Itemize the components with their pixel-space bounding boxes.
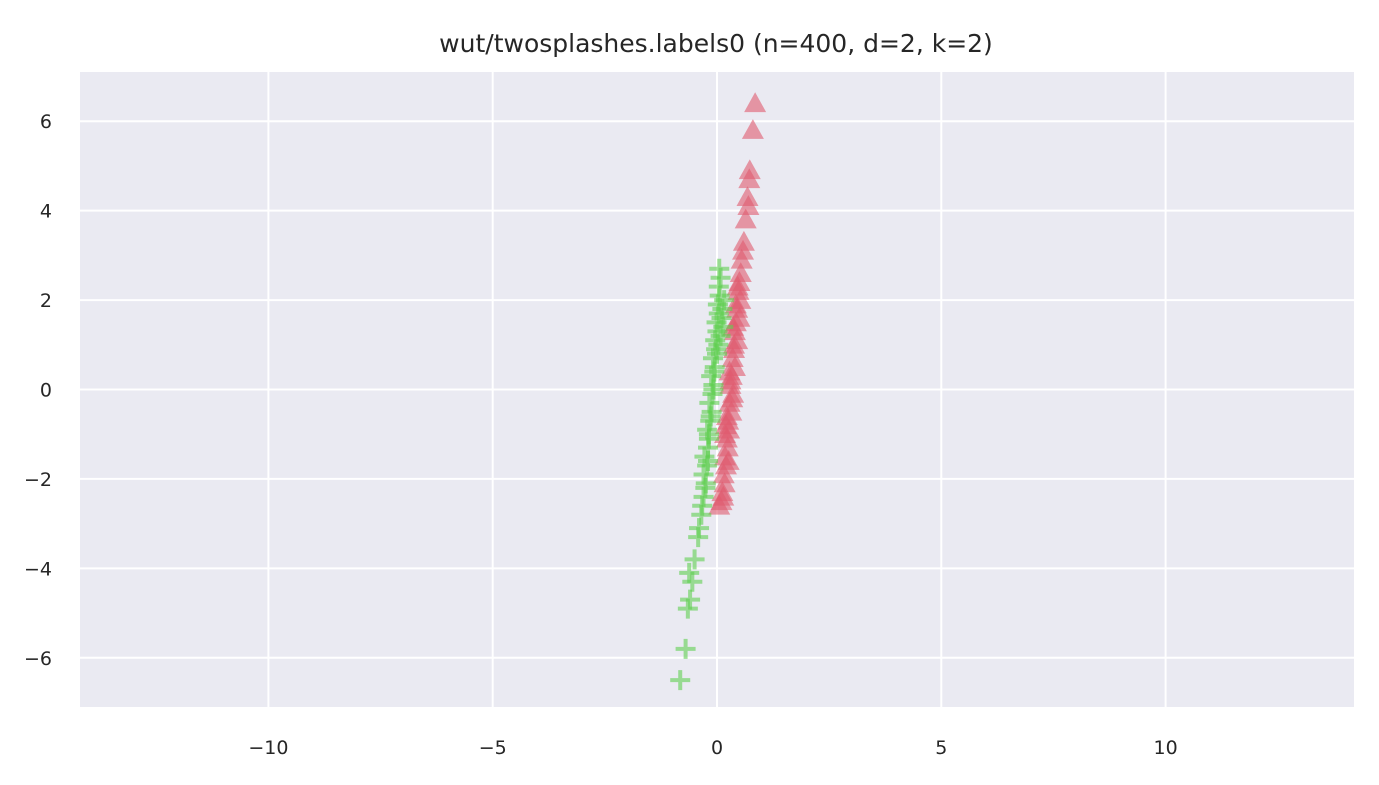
plus-point: [682, 571, 703, 592]
x-tick-label: −10: [248, 737, 288, 759]
y-tick-label: −2: [24, 469, 52, 491]
triangle-point: [721, 387, 744, 408]
triangle-point: [732, 239, 755, 260]
triangle-point: [734, 208, 757, 229]
x-tick-label: 5: [935, 737, 947, 759]
plus-point: [709, 258, 730, 279]
x-tick-label: 10: [1153, 737, 1177, 759]
triangle-point: [715, 405, 738, 426]
plus-point: [698, 424, 719, 445]
triangle-point: [712, 485, 735, 506]
triangle-point: [741, 119, 764, 139]
plus-point: [703, 379, 724, 400]
triangle-point: [723, 333, 746, 354]
plus-point: [680, 589, 701, 610]
plus-point: [704, 361, 725, 382]
plus-point: [684, 549, 705, 570]
y-tick-label: −4: [24, 558, 52, 580]
triangle-point: [726, 275, 749, 296]
triangle-point: [712, 463, 735, 484]
chart-title: wut/twosplashes.labels0 (n=400, d=2, k=2…: [439, 29, 993, 58]
plus-point: [670, 670, 691, 691]
triangle-point: [744, 92, 767, 113]
x-tick-label: 0: [711, 737, 723, 759]
triangle-point: [718, 360, 741, 381]
x-tick-label: −5: [479, 737, 507, 759]
plus-point: [708, 334, 729, 355]
y-axis: −6 −4 −2 0 2 4 6: [24, 111, 52, 670]
plus-point: [698, 451, 719, 472]
triangle-point: [717, 450, 740, 470]
y-tick-label: 6: [40, 111, 52, 133]
x-axis: −10 −5 0 5 10: [248, 737, 1177, 759]
plus-point: [695, 477, 716, 498]
plus-point: [689, 518, 710, 539]
data-points: [670, 92, 767, 691]
triangle-point: [732, 230, 755, 251]
y-tick-label: 2: [40, 290, 52, 312]
plus-point: [694, 446, 715, 467]
triangle-point: [714, 414, 737, 435]
plus-point: [710, 325, 731, 346]
plus-point: [701, 366, 722, 387]
plus-point: [675, 638, 696, 659]
triangle-point: [738, 168, 761, 189]
y-tick-label: 0: [40, 380, 52, 402]
triangle-point: [736, 186, 759, 207]
y-tick-label: −6: [24, 648, 52, 670]
triangle-point: [729, 262, 752, 283]
plus-point: [714, 290, 735, 311]
triangle-point: [730, 248, 753, 269]
plus-point: [679, 562, 700, 583]
y-tick-label: 4: [40, 201, 52, 223]
triangle-point: [737, 195, 760, 215]
plus-point: [700, 406, 721, 427]
plus-point: [713, 316, 734, 337]
plus-point: [677, 598, 698, 619]
